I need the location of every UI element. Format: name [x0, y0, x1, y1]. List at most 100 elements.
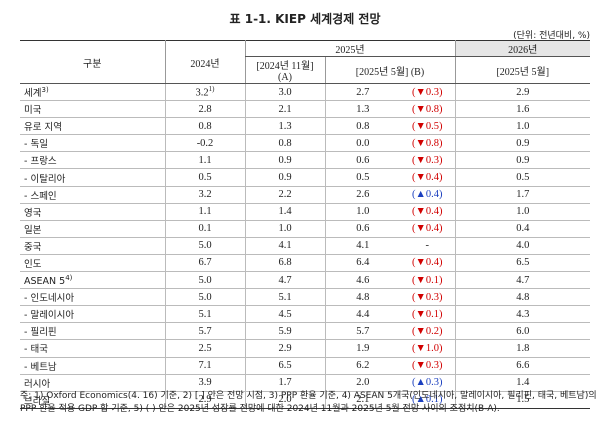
table-cell: 세계3) — [20, 83, 165, 102]
cell-text: 5.0 — [198, 274, 212, 286]
cell-text: 0.9 — [278, 172, 292, 184]
cell-text: 2.8 — [198, 103, 212, 115]
cell-text: 브라질 — [24, 395, 51, 407]
cell-text: 1.9 — [356, 342, 370, 354]
note-mark: 3) — [41, 85, 49, 94]
cell-text: (▼0.3) — [411, 360, 443, 372]
cell-text: 6.2 — [356, 360, 370, 372]
cell-text: 0.8 — [278, 137, 292, 149]
table-cell: 0.8 — [164, 117, 245, 136]
table-cell: 3.9 — [164, 374, 245, 392]
table-cell: 2.5 — [164, 339, 245, 358]
table-cell: 6.5 — [244, 357, 325, 375]
table-cell: 4.3 — [454, 305, 590, 324]
table-cell: 브라질 — [20, 391, 165, 409]
cell-text: 1.7 — [278, 377, 292, 389]
note-mark: 1) — [208, 85, 215, 94]
cell-text: (▼0.8) — [411, 137, 443, 149]
cell-text: 2.0 — [278, 394, 292, 406]
cell-text: 4.7 — [278, 274, 292, 286]
table-cell: (▼0.3) — [400, 357, 455, 375]
cell-text: 1.6 — [516, 103, 530, 115]
table-cell: 6.4 — [324, 254, 400, 273]
table-cell: 2.0 — [324, 374, 400, 392]
table-cell: (▲0.1) — [400, 391, 455, 409]
table-row: - 프랑스 1.1 0.9 0.6 (▼0.3) 0.9 — [20, 151, 590, 170]
table-row: - 스페인 3.2 2.2 2.6 (▲0.4) 1.7 — [20, 186, 590, 204]
cell-text: 0.5 — [356, 172, 370, 184]
table-cell: 2.6 — [324, 186, 400, 204]
unit: (단위: 전년대비, %) — [513, 31, 590, 41]
table-cell: (▼0.4) — [400, 203, 455, 221]
cell-text: ASEAN 5 — [24, 275, 66, 287]
table-cell: (▼0.1) — [400, 271, 455, 290]
table-cell: 0.0 — [324, 134, 400, 153]
cell-text: (▼0.3) — [411, 86, 443, 98]
header-cell: 구분 — [20, 40, 165, 84]
table-cell: 1.0 — [454, 203, 590, 221]
table-cell: 5.1 — [164, 305, 245, 324]
table-cell: 1.3 — [244, 117, 325, 136]
cell-text: - 스페인 — [24, 190, 57, 202]
table-cell: 5.0 — [164, 271, 245, 290]
cell-text: 1.8 — [516, 342, 530, 354]
cell-text: 5.1 — [198, 308, 212, 320]
cell-text: - 말레이시아 — [24, 310, 75, 322]
table-cell: 인도 — [20, 254, 165, 273]
cell-text: 2.9 — [516, 86, 530, 98]
cell-text: - — [425, 240, 430, 252]
cell-text: 중국 — [24, 241, 42, 253]
cell-text: 6.8 — [278, 257, 292, 269]
cell-text: 6.6 — [516, 360, 530, 372]
table-cell: 4.7 — [454, 271, 590, 290]
table-cell: - — [400, 237, 455, 255]
table-cell: (▼0.5) — [400, 117, 455, 136]
table-cell: 6.7 — [164, 254, 245, 273]
cell-text: 0.9 — [278, 154, 292, 166]
cell-text: 4.5 — [278, 308, 292, 320]
table-row: - 독일 -0.2 0.8 0.0 (▼0.8) 0.9 — [20, 134, 590, 153]
header-cell: 2025년 — [244, 40, 455, 57]
cell-text: 6.0 — [516, 325, 530, 337]
table-cell: 2.1 — [324, 391, 400, 409]
table-row: 세계3) 3.21) 3.0 2.7 (▼0.3) 2.9 — [20, 83, 590, 102]
cell-text: (▼0.4) — [411, 172, 443, 184]
table-cell: 6.8 — [244, 254, 325, 273]
cell-text: (▼0.2) — [411, 325, 443, 337]
cell-text: 세계 — [24, 88, 42, 100]
header-cell: [2025년 5월] (B) — [324, 56, 455, 84]
table-cell: 1.6 — [454, 100, 590, 119]
table-cell: 0.5 — [164, 168, 245, 187]
cell-text: - 이탈리아 — [24, 173, 66, 185]
cell-text: (▼0.4) — [411, 257, 443, 269]
table-cell: 1.0 — [454, 117, 590, 136]
cell-text: (▲0.4) — [411, 189, 443, 201]
cell-text: (▼0.8) — [411, 103, 443, 115]
header-cell: [2024년 11월] (A) — [244, 56, 325, 84]
header-cell: 2024년 — [164, 40, 245, 84]
cell-text: 5.1 — [278, 291, 292, 303]
table-cell: 1.4 — [244, 203, 325, 221]
cell-text: 6.4 — [356, 257, 370, 269]
cell-text: 5.9 — [278, 325, 292, 337]
table-cell: 3.0 — [244, 83, 325, 102]
cell-text: 4.1 — [278, 240, 292, 252]
cell-text: 5.0 — [198, 240, 212, 252]
table-row: 일본 0.1 1.0 0.6 (▼0.4) 0.4 — [20, 220, 590, 238]
cell-text: 3.9 — [198, 377, 212, 389]
cell-text: - 프랑스 — [24, 156, 57, 168]
table-cell: 중국 — [20, 237, 165, 255]
cell-text: 0.8 — [198, 120, 212, 132]
cell-text: 1.0 — [516, 206, 530, 218]
table-cell: 4.1 — [244, 237, 325, 255]
cell-text: 0.5 — [198, 172, 212, 184]
table-row: - 필리핀 5.7 5.9 5.7 (▼0.2) 6.0 — [20, 322, 590, 341]
header-cell: 2026년 — [454, 40, 590, 57]
cell-text: 0.9 — [516, 154, 530, 166]
cell-text: 1.0 — [516, 120, 530, 132]
table-row: - 이탈리아 0.5 0.9 0.5 (▼0.4) 0.5 — [20, 168, 590, 187]
cell-text: 2.1 — [278, 103, 292, 115]
cell-text: 1.3 — [356, 103, 370, 115]
table-cell: 1.0 — [324, 203, 400, 221]
table-cell: 6.6 — [454, 357, 590, 375]
